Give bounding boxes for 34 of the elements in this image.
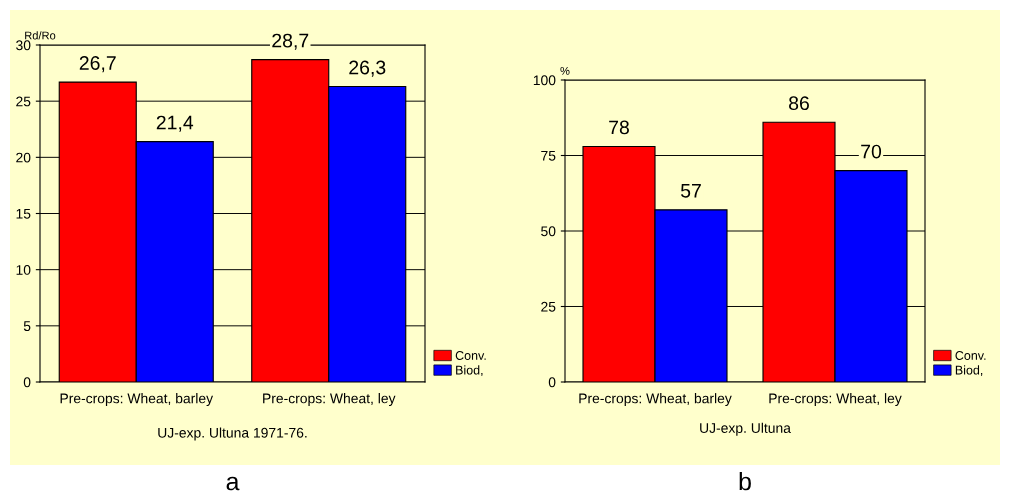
data-label: 26,3: [349, 60, 386, 77]
data-label: 28,7: [272, 33, 309, 50]
y-tick-label: 100: [533, 75, 556, 86]
text: b: [739, 472, 751, 491]
y-tick-label: 0: [23, 377, 31, 388]
y-tick-label: 5: [23, 321, 31, 331]
legend-label: Biod,: [955, 365, 983, 377]
data-label: 86: [789, 96, 809, 111]
x-tick-label: Pre-crops: Wheat, ley: [263, 393, 396, 407]
data-label: 21,4: [156, 115, 194, 132]
y-tick-label: 75: [541, 150, 556, 161]
y-tick-label: 20: [16, 152, 31, 163]
y-axis-title: Rd/Ro: [25, 31, 56, 40]
data-label: 26,7: [79, 56, 116, 73]
y-tick-label: 10: [16, 265, 31, 275]
y-tick-label: 25: [541, 301, 556, 312]
x-tick-label: Pre-crops: Wheat, barley: [60, 393, 214, 407]
y-tick-label: 15: [16, 208, 31, 219]
legend-label: Conv.: [455, 351, 486, 360]
y-tick-label: 30: [16, 40, 31, 51]
text: UJ-exp. Ultuna 1971-76.: [158, 427, 307, 441]
y-tick-label: 50: [541, 226, 556, 237]
x-tick-label: Pre-crops: Wheat, barley: [579, 393, 732, 407]
y-axis-title: %: [560, 66, 570, 75]
y-tick-label: 0: [548, 377, 556, 388]
data-label: 70: [861, 144, 882, 159]
text: UJ-exp. Ultuna: [700, 422, 791, 436]
x-tick-label: Pre-crops: Wheat, ley: [769, 393, 902, 407]
text: a: [226, 476, 240, 491]
data-label: 57: [680, 184, 701, 198]
legend-label: Conv.: [955, 351, 986, 360]
data-label: 78: [609, 120, 629, 135]
legend-label: Biod,: [456, 365, 483, 377]
y-tick-label: 25: [16, 96, 31, 107]
